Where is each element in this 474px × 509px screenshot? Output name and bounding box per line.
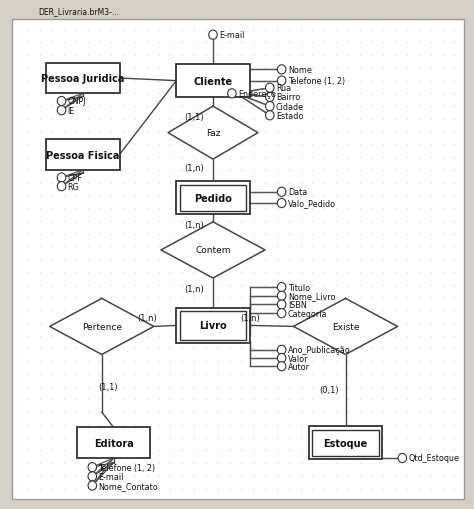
Text: Estado: Estado	[276, 111, 303, 121]
Text: Nome_Livro: Nome_Livro	[288, 292, 335, 301]
Text: Pessoa Juridica: Pessoa Juridica	[41, 74, 125, 84]
Text: (0,1): (0,1)	[319, 385, 339, 394]
Text: ISBN: ISBN	[288, 300, 307, 309]
Circle shape	[277, 292, 286, 301]
Text: DER_Livraria.brM3-...: DER_Livraria.brM3-...	[38, 7, 119, 16]
Circle shape	[265, 102, 274, 111]
Circle shape	[277, 188, 286, 197]
Text: Estoque: Estoque	[323, 438, 368, 448]
Bar	[176, 65, 250, 98]
Polygon shape	[293, 299, 398, 355]
Circle shape	[88, 472, 97, 481]
Bar	[312, 430, 379, 456]
Text: Rua: Rua	[276, 84, 291, 93]
Bar	[176, 182, 250, 215]
Circle shape	[277, 66, 286, 75]
Text: Telefone (1, 2): Telefone (1, 2)	[99, 463, 155, 472]
Text: Faz: Faz	[206, 129, 220, 138]
Text: Autor: Autor	[288, 362, 310, 371]
Text: (1,n): (1,n)	[137, 314, 156, 323]
Text: Nome: Nome	[288, 66, 312, 75]
Text: (1,1): (1,1)	[98, 382, 118, 391]
Text: Pessoa Fisica: Pessoa Fisica	[46, 150, 119, 160]
Bar	[180, 185, 246, 212]
Text: Contem: Contem	[195, 246, 231, 255]
Text: Telefone (1, 2): Telefone (1, 2)	[288, 77, 345, 86]
Text: CPF: CPF	[68, 174, 82, 183]
Text: Existe: Existe	[332, 322, 359, 331]
Circle shape	[277, 77, 286, 86]
Circle shape	[265, 93, 274, 102]
Circle shape	[228, 90, 236, 99]
Text: Ano_Publicação: Ano_Publicação	[288, 346, 351, 355]
Text: Nome_Contato: Nome_Contato	[99, 481, 158, 490]
Text: E-mail: E-mail	[99, 472, 124, 481]
Circle shape	[88, 481, 97, 490]
Circle shape	[57, 106, 66, 116]
Text: Titulo: Titulo	[288, 283, 310, 292]
Circle shape	[57, 182, 66, 191]
Text: Livro: Livro	[199, 321, 227, 331]
Circle shape	[57, 97, 66, 106]
Bar	[309, 427, 382, 459]
Bar	[46, 140, 119, 171]
Text: Qtd_Estoque: Qtd_Estoque	[409, 454, 459, 463]
Text: CNPJ: CNPJ	[68, 97, 86, 106]
Circle shape	[209, 31, 217, 40]
Text: Data: Data	[288, 188, 307, 197]
Bar	[176, 308, 250, 344]
Text: Valor: Valor	[288, 354, 308, 363]
Bar	[0, 0, 474, 18]
Bar	[180, 312, 246, 340]
Circle shape	[277, 346, 286, 355]
Text: RG: RG	[68, 182, 80, 191]
Bar	[77, 428, 150, 458]
Text: (1,1): (1,1)	[184, 112, 204, 122]
Bar	[46, 64, 119, 94]
Circle shape	[398, 454, 407, 463]
Text: Cliente: Cliente	[193, 76, 233, 87]
Polygon shape	[161, 222, 265, 278]
Circle shape	[277, 199, 286, 208]
Text: Cidade: Cidade	[276, 102, 304, 111]
Text: Editora: Editora	[94, 438, 134, 448]
Text: Bairro: Bairro	[276, 93, 300, 102]
Text: E-mail: E-mail	[219, 31, 245, 40]
Polygon shape	[168, 107, 258, 160]
Text: (1,n): (1,n)	[184, 220, 204, 230]
Circle shape	[88, 463, 97, 472]
Text: (1,n): (1,n)	[184, 285, 204, 294]
Text: (1,n): (1,n)	[184, 163, 204, 173]
Text: Endereço: Endereço	[238, 90, 276, 99]
Circle shape	[57, 174, 66, 183]
Text: Pertence: Pertence	[82, 322, 122, 331]
Circle shape	[277, 362, 286, 371]
Circle shape	[277, 300, 286, 309]
Text: Pedido: Pedido	[194, 193, 232, 204]
Circle shape	[277, 354, 286, 363]
Text: Categoria: Categoria	[288, 309, 327, 318]
Text: (1,n): (1,n)	[240, 314, 260, 323]
Circle shape	[277, 309, 286, 318]
Circle shape	[265, 84, 274, 93]
Circle shape	[277, 283, 286, 292]
Circle shape	[265, 111, 274, 121]
Text: Valo_Pedido: Valo_Pedido	[288, 199, 336, 208]
Polygon shape	[50, 299, 154, 355]
Text: IE: IE	[68, 106, 75, 116]
